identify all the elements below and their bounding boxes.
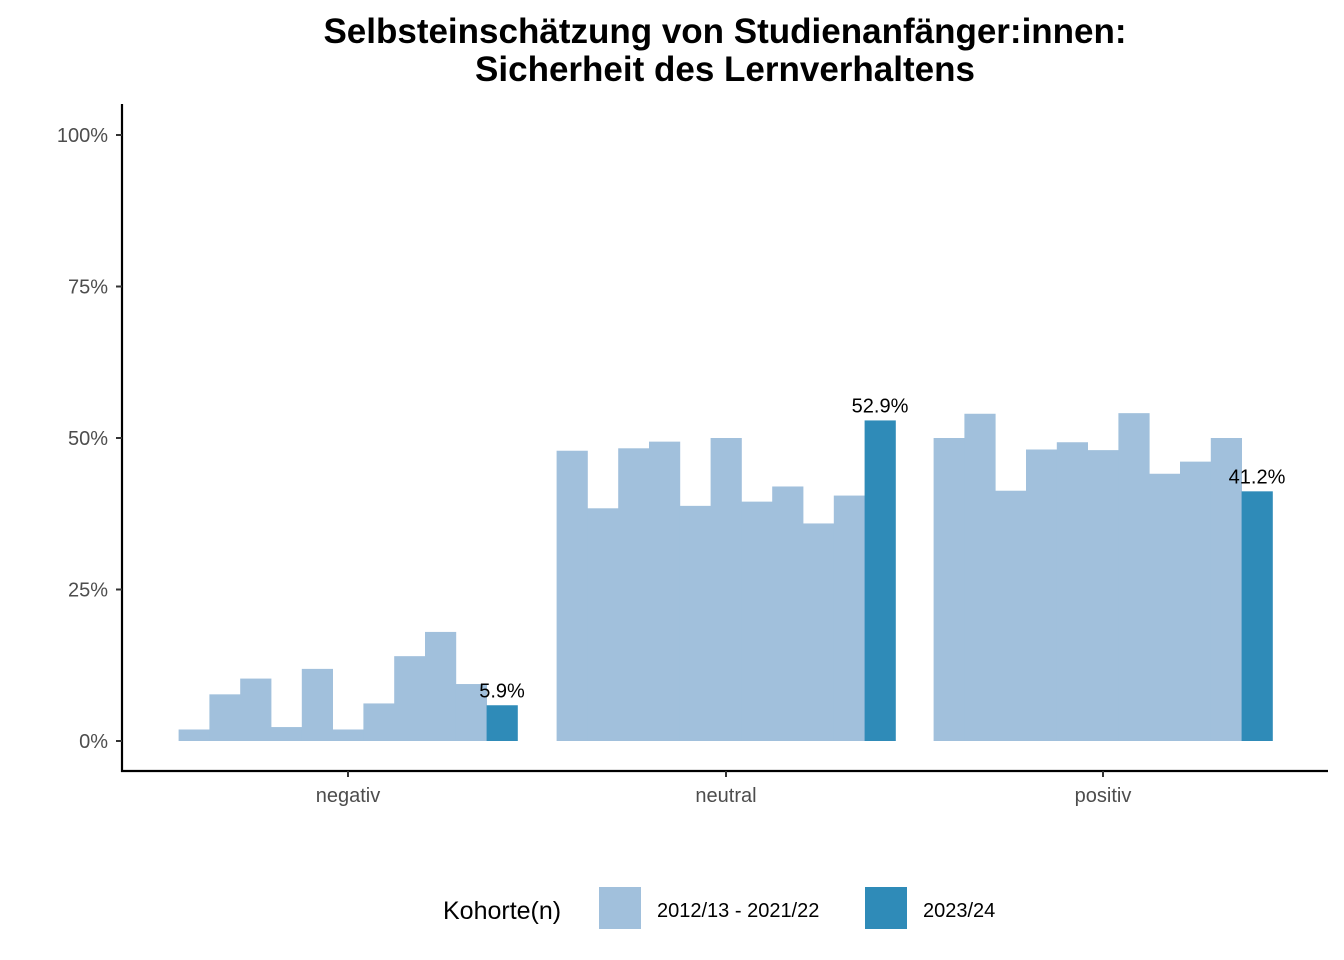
bar-positiv-2 [964, 413, 996, 741]
bar-neutral-8 [772, 486, 804, 741]
bar-positiv-8 [1149, 473, 1181, 741]
x-tick-label-neutral: neutral [695, 785, 756, 807]
y-tick-label: 0% [79, 731, 108, 753]
legend-label-current: 2023/24 [923, 900, 995, 922]
bar-neutral-5 [679, 505, 711, 741]
y-tick-label: 50% [68, 428, 108, 450]
bar-positiv-3 [995, 490, 1027, 741]
chart-title: Selbsteinschätzung von Studienanfänger:i… [323, 12, 1126, 89]
y-tick-label: 25% [68, 580, 108, 602]
bar-negativ-5 [301, 668, 333, 741]
data-label-neutral: 52.9% [852, 395, 909, 417]
legend: Kohorte(n) 2012/13 - 2021/22 2023/24 [443, 887, 995, 929]
bar-neutral-3 [618, 448, 650, 741]
legend-swatch-historic [599, 887, 641, 929]
bar-neutral-4 [649, 441, 681, 741]
chart-title-line-2: Sicherheit des Lernverhaltens [475, 50, 975, 89]
axes-layer: 0% 25% 50% 75% 100% negativ neutral positiv [57, 104, 1328, 807]
bar-negativ-11 [486, 705, 518, 741]
bar-neutral-2 [587, 508, 619, 741]
x-tick-label-negativ: negativ [316, 785, 381, 807]
bar-neutral-10 [833, 495, 865, 741]
data-labels-layer: 5.9% 52.9% 41.2% [479, 395, 1285, 702]
bar-neutral-7 [741, 501, 773, 741]
bar-neutral-11 [864, 420, 896, 741]
bar-positiv-7 [1118, 413, 1150, 741]
bar-positiv-11 [1241, 491, 1273, 741]
bar-negativ-1 [178, 729, 210, 741]
chart-title-line-1: Selbsteinschätzung von Studienanfänger:i… [323, 12, 1126, 51]
data-label-negativ: 5.9% [479, 680, 525, 702]
bar-negativ-3 [240, 678, 272, 741]
bar-positiv-9 [1180, 461, 1212, 741]
data-label-positiv: 41.2% [1229, 466, 1286, 488]
bar-negativ-2 [209, 694, 241, 741]
bar-neutral-1 [556, 450, 588, 741]
y-tick-label: 75% [68, 277, 108, 299]
bar-positiv-6 [1087, 450, 1119, 741]
bars-layer [178, 413, 1273, 741]
x-tick-label-positiv: positiv [1075, 785, 1132, 807]
bar-negativ-4 [271, 727, 303, 741]
bar-neutral-9 [803, 523, 835, 741]
bar-positiv-5 [1056, 442, 1088, 741]
legend-label-historic: 2012/13 - 2021/22 [657, 900, 819, 922]
bar-negativ-10 [455, 684, 487, 741]
bar-negativ-7 [363, 703, 395, 741]
bar-negativ-9 [425, 631, 457, 741]
bar-negativ-6 [332, 729, 364, 741]
bar-positiv-1 [933, 438, 965, 741]
legend-swatch-current [865, 887, 907, 929]
legend-title: Kohorte(n) [443, 897, 561, 925]
bar-positiv-4 [1026, 449, 1058, 741]
bar-negativ-8 [394, 656, 426, 741]
y-tick-label: 100% [57, 125, 108, 147]
bar-positiv-10 [1210, 438, 1242, 741]
bar-neutral-6 [710, 438, 742, 741]
